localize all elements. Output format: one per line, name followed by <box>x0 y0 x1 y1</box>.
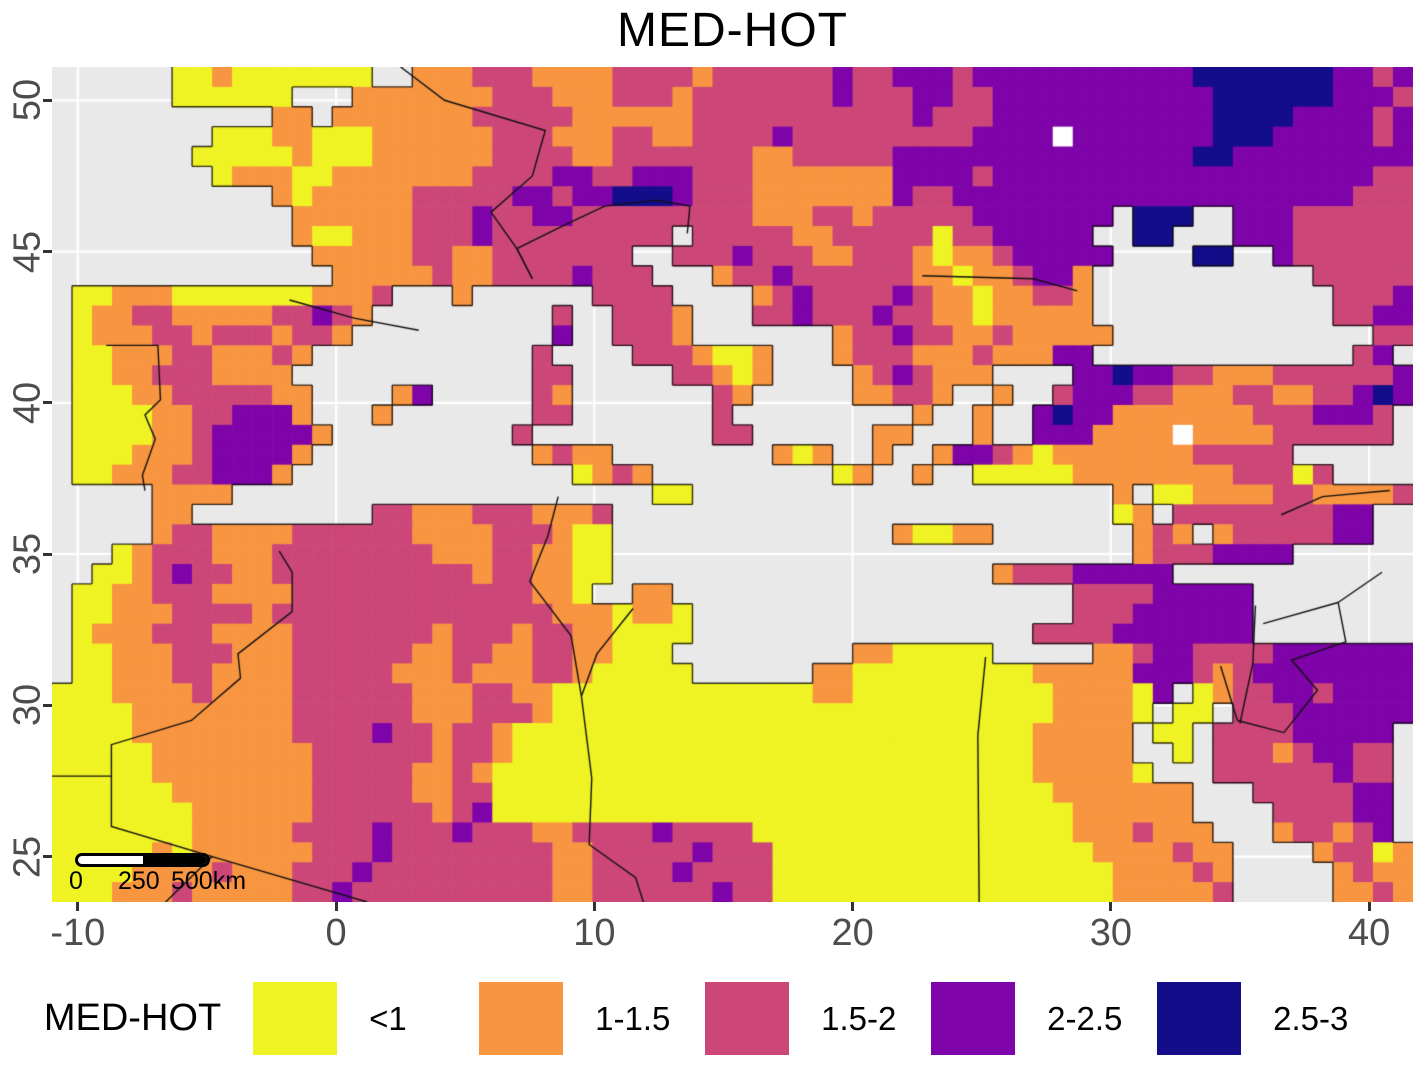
map-canvas <box>52 67 1413 902</box>
x-tick-label: 0 <box>325 912 347 954</box>
y-tick-label: 30 <box>6 684 49 727</box>
legend-item: <1 <box>253 982 465 1055</box>
y-tick-label: 45 <box>6 230 49 273</box>
map-panel: 0 250 500km <box>52 67 1413 902</box>
legend-label: 1.5-2 <box>821 999 897 1037</box>
legend-label: 2-2.5 <box>1047 999 1123 1037</box>
y-tick-label: 35 <box>6 532 49 576</box>
x-tick <box>334 902 338 911</box>
scale-bar-bar <box>75 853 210 867</box>
y-tick <box>43 401 52 405</box>
y-tick <box>43 98 52 102</box>
figure-title: MED-HOT <box>617 4 848 57</box>
y-tick <box>43 703 52 707</box>
scale-bar-label-250: 250 <box>118 867 160 895</box>
legend-swatch <box>253 982 338 1055</box>
y-tick <box>43 552 52 556</box>
legend-item: 1-1.5 <box>479 982 691 1055</box>
scale-bar: 0 250 500km <box>69 853 246 895</box>
legend-label: <1 <box>369 999 407 1037</box>
legend-swatch <box>1157 982 1242 1055</box>
x-tick-label: 30 <box>1089 912 1132 954</box>
legend-items: <1 1-1.5 1.5-2 2-2.5 2.5-3 <box>239 982 1369 1055</box>
y-tick <box>43 855 52 859</box>
x-tick-label: 40 <box>1347 912 1391 954</box>
legend-item: 2-2.5 <box>931 982 1143 1055</box>
y-tick-label: 25 <box>6 835 49 878</box>
x-tick-label: -10 <box>50 912 106 954</box>
x-tick-label: 10 <box>573 912 616 954</box>
scale-bar-dark-segment <box>142 856 207 864</box>
legend-item: 1.5-2 <box>705 982 917 1055</box>
x-tick-label: 20 <box>831 912 874 954</box>
legend-swatch <box>931 982 1016 1055</box>
legend-title: MED-HOT <box>43 997 222 1039</box>
legend-swatch <box>479 982 564 1055</box>
legend: MED-HOT <1 1-1.5 1.5-2 2-2.5 2.5-3 <box>0 982 1413 1055</box>
y-tick <box>43 250 52 254</box>
scale-bar-label-500km: 500km <box>171 867 247 895</box>
x-tick <box>592 902 596 911</box>
x-tick <box>1367 902 1371 911</box>
x-tick <box>851 902 855 911</box>
scale-bar-label-0: 0 <box>69 867 83 895</box>
y-tick-label: 50 <box>6 79 49 122</box>
x-tick <box>1109 902 1113 911</box>
y-tick-label: 40 <box>6 381 49 424</box>
legend-item: 2.5-3 <box>1157 982 1369 1055</box>
legend-label: 1-1.5 <box>595 999 671 1037</box>
x-tick <box>76 902 80 911</box>
legend-swatch <box>705 982 790 1055</box>
legend-label: 2.5-3 <box>1273 999 1349 1037</box>
scale-bar-labels: 0 250 500km <box>69 867 246 895</box>
